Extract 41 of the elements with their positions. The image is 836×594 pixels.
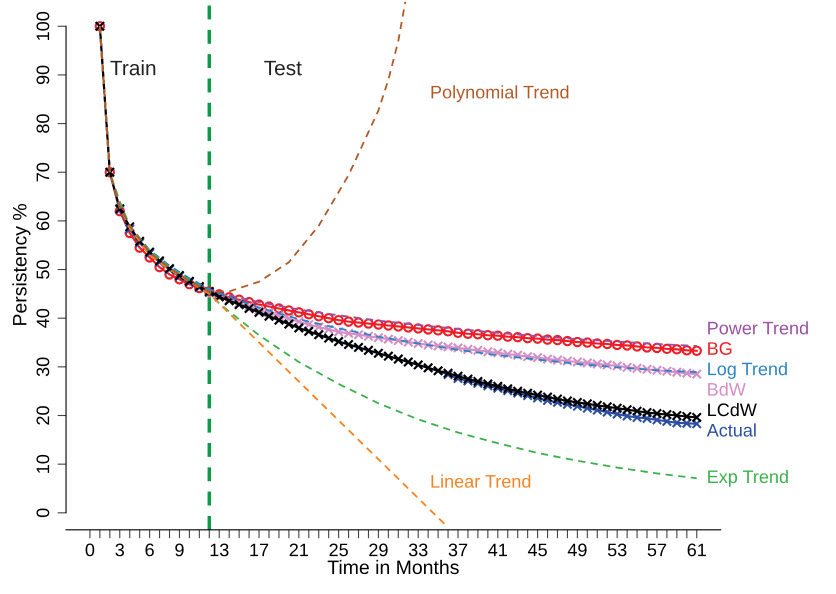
series-label: BdW [708, 382, 746, 396]
y-tick-label: 80 [36, 114, 50, 133]
y-tick-label: 20 [36, 406, 50, 425]
x-tick-label: 33 [408, 544, 428, 556]
x-tick-label: 25 [329, 544, 348, 556]
x-tick-label: 13 [210, 544, 228, 556]
series-label: BG [708, 342, 732, 355]
x-tick-label: 17 [250, 544, 268, 556]
annotation: Train [110, 60, 156, 76]
annotation: Test [264, 60, 302, 76]
y-axis-title: Persistency % [12, 204, 30, 325]
x-tick-label: 49 [568, 544, 587, 556]
series-label: LCdW [708, 402, 757, 416]
y-tick-label: 40 [36, 308, 50, 328]
x-tick-label: 9 [175, 544, 184, 556]
series-label: Linear Trend [432, 474, 530, 488]
y-tick-label: 0 [36, 508, 50, 518]
y-tick-label: 10 [36, 454, 50, 473]
y-tick-label: 60 [36, 212, 50, 230]
series-label: Exp Trend [708, 470, 788, 487]
y-tick-label: 70 [36, 162, 50, 182]
series-label: Log Trend [708, 362, 787, 379]
x-tick-label: 37 [448, 544, 468, 556]
y-tick-label: 30 [36, 358, 50, 376]
series-label: Actual [706, 423, 756, 437]
x-tick-label: 29 [369, 544, 388, 556]
y-tick-label: 100 [36, 12, 50, 40]
x-tick-label: 41 [488, 544, 507, 556]
x-tick-label: 53 [608, 544, 626, 556]
y-tick-label: 90 [36, 66, 50, 84]
x-tick-label: 6 [146, 544, 154, 556]
text: Polynomial Trend [432, 85, 568, 102]
x-tick-label: 61 [688, 544, 706, 556]
x-tick-label: 57 [648, 544, 666, 556]
x-axis-title: Time in Months [328, 560, 459, 574]
series-label: Power Trend [708, 321, 808, 334]
x-tick-label: 21 [290, 544, 308, 556]
x-tick-label: 45 [528, 544, 547, 556]
y-tick-label: 50 [36, 260, 50, 279]
x-tick-label: 0 [86, 544, 94, 556]
x-tick-label: 3 [115, 544, 124, 556]
